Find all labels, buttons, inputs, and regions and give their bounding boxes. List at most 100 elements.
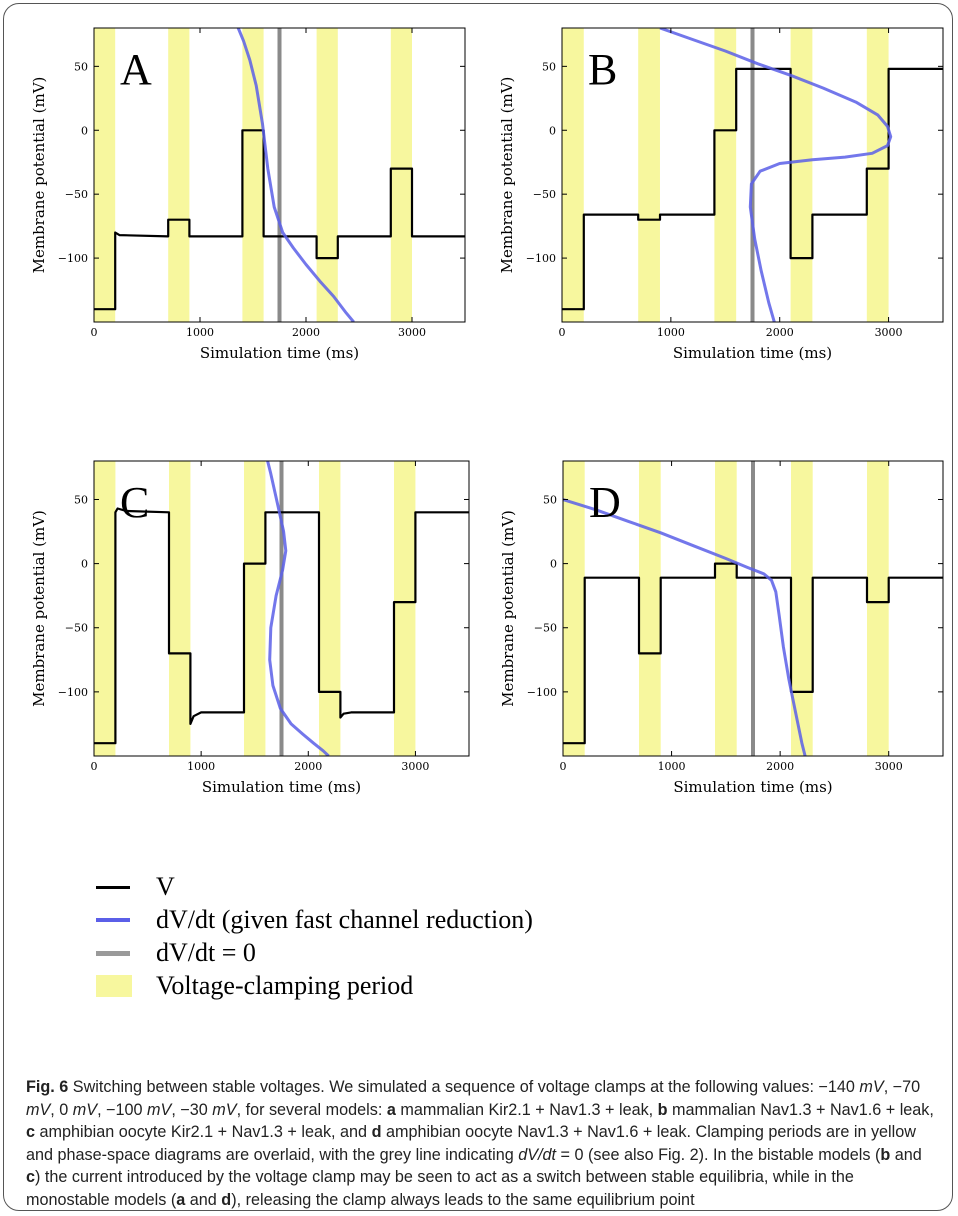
caption-letter: a <box>386 1100 396 1119</box>
caption-text: ), releasing the clamp always leads to t… <box>231 1190 695 1209</box>
panel-label: B <box>588 45 617 94</box>
y-axis-label: Membrane potential (mV) <box>498 77 516 274</box>
x-tick-label: 2000 <box>766 326 794 339</box>
y-tick-label: −100 <box>527 686 557 699</box>
x-axis-label: Simulation time (ms) <box>673 778 832 796</box>
caption-letter: c <box>26 1123 36 1142</box>
y-tick-label: −50 <box>65 188 88 201</box>
caption-fig-label: Fig. 6 <box>26 1078 69 1096</box>
clamp-period <box>394 461 416 756</box>
x-tick-label: 3000 <box>875 326 903 339</box>
x-tick-label: 0 <box>560 760 567 773</box>
y-tick-label: −100 <box>58 686 88 699</box>
legend-label-clamp: Voltage-clamping period <box>156 971 414 1000</box>
axes-frame <box>561 27 944 323</box>
caption-unit: mV <box>147 1100 172 1119</box>
clamp-period <box>168 28 190 322</box>
clamp-period <box>715 461 737 756</box>
series-line-dvdt <box>266 461 330 756</box>
clamp-period <box>390 28 412 322</box>
x-tick-label: 0 <box>91 326 98 339</box>
y-tick-label: −100 <box>526 252 556 265</box>
y-axis-label: Membrane potential (mV) <box>30 77 48 274</box>
clamp-period <box>316 28 338 322</box>
caption-letter: a <box>176 1190 186 1209</box>
y-tick-label: 0 <box>549 124 556 137</box>
series-line-v <box>94 507 469 745</box>
legend-item-dvdt: dV/dt (given fast channel reduction) <box>96 905 696 938</box>
y-tick-label: 50 <box>543 493 557 506</box>
caption-letter: b <box>880 1145 891 1164</box>
caption-model: amphibian oocyte Nav1.3 + Nav1.6 + leak. <box>381 1123 696 1142</box>
caption-value: −70 <box>892 1078 921 1096</box>
caption-text-intro: We simulated a sequence of voltage clamp… <box>329 1078 860 1096</box>
x-tick-label: 0 <box>91 760 98 773</box>
axes-frame <box>562 460 944 757</box>
clamp-period <box>94 28 116 322</box>
clamp-period <box>169 461 191 756</box>
axes-frame <box>93 27 466 323</box>
y-tick-label: 0 <box>81 124 88 137</box>
legend: V dV/dt (given fast channel reduction) d… <box>96 872 696 1004</box>
clamp-period <box>563 461 585 756</box>
clamp-period <box>714 28 737 322</box>
caption-title: Switching between stable voltages. <box>72 1078 325 1096</box>
series-line-dvdt <box>563 498 807 756</box>
x-tick-label: 1000 <box>658 760 686 773</box>
clamp-period <box>638 28 660 322</box>
series-line-dvdt <box>659 28 893 322</box>
figure-caption: Fig. 6 Switching between stable voltages… <box>26 1078 934 1209</box>
x-tick-label: 3000 <box>401 760 429 773</box>
y-tick-label: −50 <box>534 622 557 635</box>
x-tick-label: 1000 <box>657 326 685 339</box>
clamp-period <box>790 28 813 322</box>
y-axis-label: Membrane potential (mV) <box>30 510 48 707</box>
clamp-period <box>791 461 813 756</box>
caption-letter: b <box>657 1100 668 1119</box>
plot-area <box>562 28 943 322</box>
caption-text: = 0 (see also Fig. 2). In the bistable m… <box>556 1145 881 1164</box>
caption-letter: d <box>221 1190 232 1209</box>
caption-text: , for several models: <box>236 1100 387 1119</box>
legend-item-v: V <box>96 872 696 905</box>
caption-letter: d <box>371 1123 382 1142</box>
series-line-v <box>562 67 943 311</box>
legend-swatch-clamp <box>96 975 132 997</box>
y-tick-label: 50 <box>542 60 556 73</box>
legend-item-clamp: Voltage-clamping period <box>96 971 696 1004</box>
caption-model: mammalian Nav1.3 + Nav1.6 + leak, <box>667 1100 934 1119</box>
x-tick-label: 0 <box>559 326 566 339</box>
plot-area <box>94 461 469 756</box>
figure-frame <box>3 3 953 1211</box>
clamp-period <box>866 28 889 322</box>
caption-value: 0 <box>59 1100 73 1119</box>
x-tick-label: 2000 <box>294 760 322 773</box>
caption-text: and <box>890 1145 922 1164</box>
legend-label-v: V <box>156 872 175 901</box>
legend-swatch-dvdt <box>96 918 130 922</box>
caption-text: Clamping periods are in yellow and phase… <box>26 1123 916 1164</box>
y-tick-label: −50 <box>65 622 88 635</box>
y-tick-label: 0 <box>81 558 88 571</box>
legend-item-zero: dV/dt = 0 <box>96 938 696 971</box>
caption-dvdt: dV/dt <box>518 1145 557 1164</box>
y-tick-label: 50 <box>74 60 88 73</box>
clamp-period <box>319 461 341 756</box>
x-tick-label: 3000 <box>875 760 903 773</box>
series-line-v <box>563 562 943 745</box>
plot-area <box>94 28 465 322</box>
legend-label-zero: dV/dt = 0 <box>156 938 256 967</box>
clamp-period <box>867 461 889 756</box>
caption-text: ) the current introduced by the voltage … <box>26 1168 854 1209</box>
panel-label: D <box>589 478 621 527</box>
clamp-period <box>562 28 584 322</box>
x-axis-label: Simulation time (ms) <box>673 344 832 362</box>
caption-value: −30 <box>180 1100 213 1119</box>
caption-model: mammalian Kir2.1 + Nav1.3 + leak, <box>395 1100 658 1119</box>
series-line-dvdt <box>236 28 355 322</box>
x-tick-label: 2000 <box>766 760 794 773</box>
